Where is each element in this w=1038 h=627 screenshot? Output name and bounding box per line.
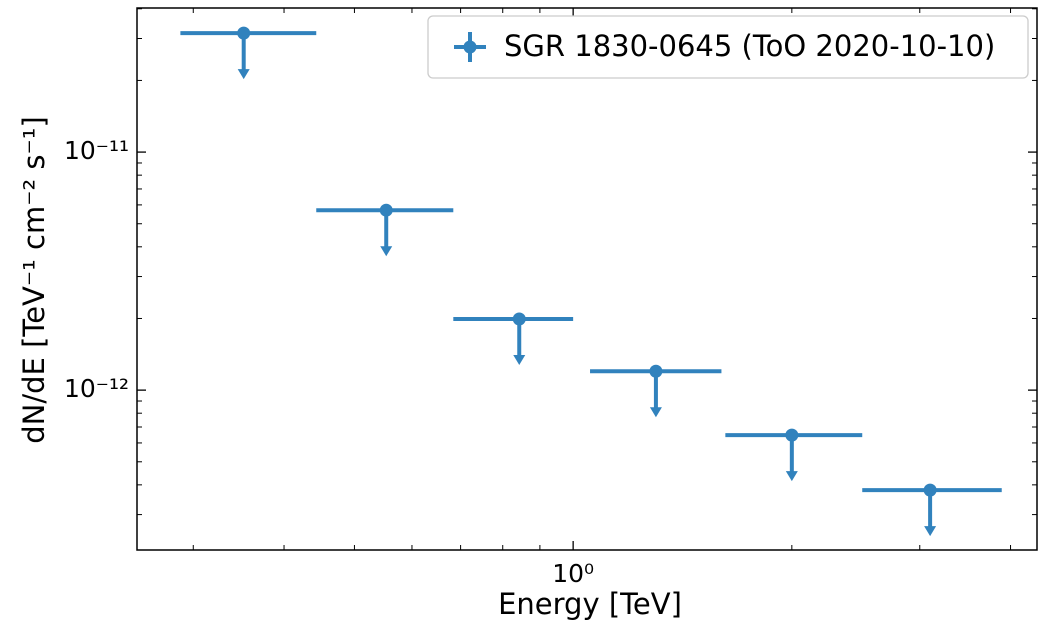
upper-limit-head	[924, 526, 937, 537]
data-point	[512, 312, 526, 326]
data-point	[379, 203, 393, 217]
data-point	[237, 26, 251, 40]
upper-limit-head	[785, 471, 798, 482]
legend-frame	[427, 15, 1029, 79]
y-tick-label: 10⁻¹¹	[64, 136, 129, 165]
plot-frame	[136, 7, 1038, 551]
upper-limit-head	[513, 354, 526, 365]
upper-limit-head	[380, 246, 393, 257]
y-axis-label: dN/dE [TeV⁻¹ cm⁻² s⁻¹]	[17, 116, 51, 443]
upper-limit-head	[649, 407, 662, 418]
y-tick-label: 10⁻¹²	[64, 374, 129, 403]
data-point	[785, 428, 799, 442]
x-tick-label: 10⁰	[552, 559, 594, 588]
data-point	[923, 483, 937, 497]
legend-label: SGR 1830-0645 (ToO 2020-10-10)	[504, 29, 995, 63]
legend-icon	[463, 40, 477, 54]
data-point	[649, 364, 663, 378]
x-axis-label: Energy [TeV]	[498, 587, 682, 621]
upper-limit-head	[237, 69, 250, 80]
